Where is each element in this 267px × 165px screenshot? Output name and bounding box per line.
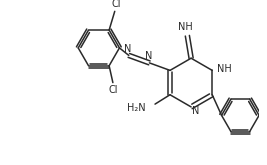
Text: NH: NH xyxy=(217,64,232,74)
Text: Cl: Cl xyxy=(108,85,118,95)
Text: H₂N: H₂N xyxy=(127,103,146,113)
Text: NH: NH xyxy=(178,22,193,32)
Text: N: N xyxy=(145,51,152,61)
Text: N: N xyxy=(192,106,199,116)
Text: Cl: Cl xyxy=(112,0,121,9)
Text: N: N xyxy=(124,44,132,54)
